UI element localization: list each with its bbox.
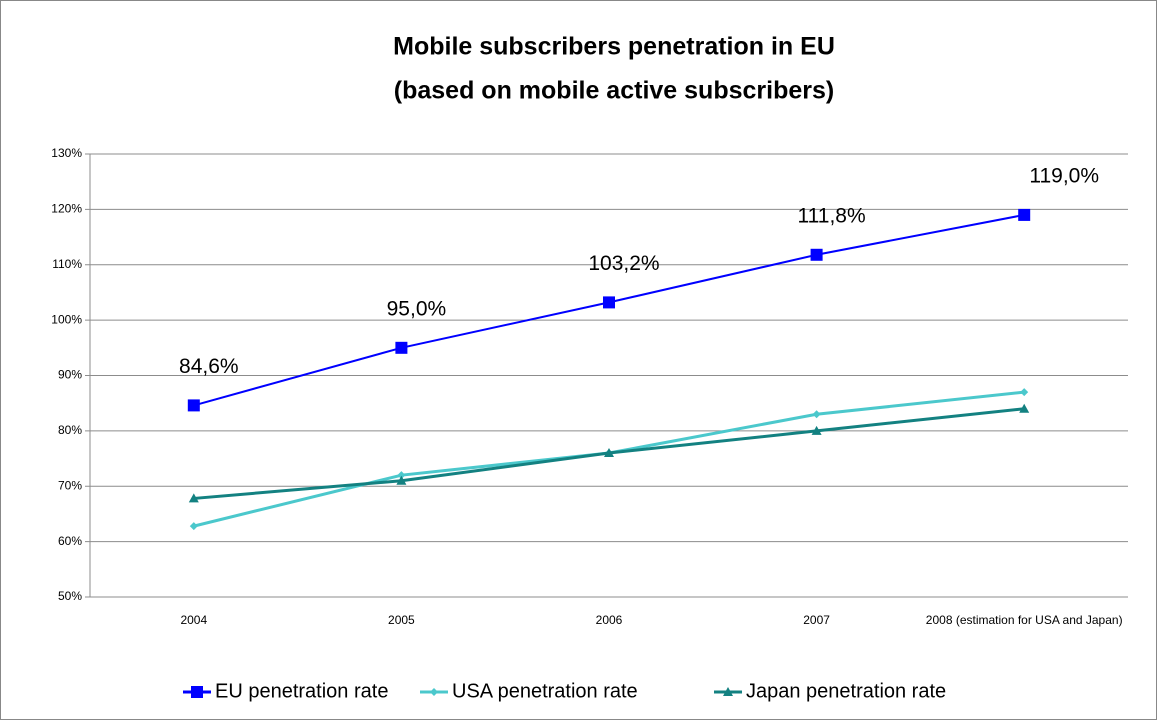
point: [1018, 208, 1031, 221]
legend-label: USA penetration rate: [452, 680, 638, 702]
point: [603, 296, 615, 309]
y-tick-label: 130%: [51, 146, 82, 160]
point: [396, 475, 407, 485]
x-tick-label: 2007: [803, 613, 830, 627]
y-tick-label: 80%: [58, 423, 82, 437]
data-label: 119,0%: [1029, 164, 1099, 187]
legend-label: Japan penetration rate: [746, 680, 946, 702]
point: [1019, 403, 1030, 413]
y-tick-label: 100%: [51, 312, 82, 326]
data-label: 95,0%: [387, 297, 447, 320]
y-tick-label: 90%: [58, 368, 82, 382]
data-label: 111,8%: [798, 204, 866, 227]
data-label: 84,6%: [179, 355, 239, 378]
point: [810, 248, 823, 261]
point: [397, 471, 406, 480]
x-tick-label: 2004: [180, 613, 208, 627]
legend-label: EU penetration rate: [215, 680, 388, 702]
x-tick-label: 2008 (estimation for USA and Japan): [925, 613, 1123, 627]
data-label: 103,2%: [588, 252, 659, 275]
point: [604, 448, 614, 458]
y-tick-label: 50%: [58, 589, 82, 603]
point: [1020, 388, 1029, 397]
point: [395, 341, 408, 354]
legend-marker: [191, 686, 203, 698]
legend-marker: [723, 687, 733, 696]
y-tick-label: 110%: [52, 257, 82, 271]
point: [812, 410, 821, 419]
point: [188, 493, 199, 503]
y-tick-label: 70%: [58, 478, 82, 492]
point: [189, 522, 198, 531]
point: [811, 425, 822, 435]
point: [187, 399, 200, 412]
chart-title: Mobile subscribers penetration in EU: [393, 33, 835, 61]
x-tick-label: 2005: [388, 613, 415, 627]
y-tick-label: 60%: [58, 534, 82, 548]
y-tick-label: 120%: [51, 202, 82, 216]
chart-subtitle: (based on mobile active subscribers): [394, 77, 834, 105]
legend-marker: [430, 688, 438, 696]
x-tick-label: 2006: [595, 613, 623, 627]
